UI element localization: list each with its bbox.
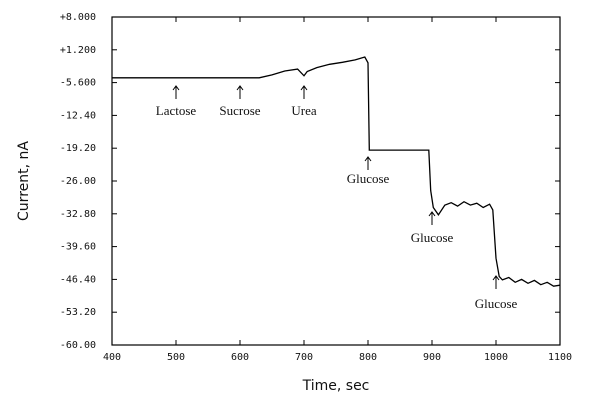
y-tick-label: -32.80 [60, 209, 96, 220]
y-tick-label: -5.600 [60, 78, 96, 89]
annotation: Glucose [347, 171, 390, 186]
y-tick-label: -26.00 [60, 176, 96, 187]
y-tick-label: -39.60 [60, 242, 96, 253]
x-tick-label: 1000 [484, 352, 508, 363]
y-tick-label: +8.000 [60, 12, 96, 23]
annotation-arrow [428, 211, 436, 225]
annotation-arrow [492, 275, 500, 289]
x-tick-label: 900 [423, 352, 441, 363]
annotation: Glucose [475, 296, 518, 311]
annotation-arrow [300, 85, 308, 99]
annotation-arrow [172, 85, 180, 99]
y-tick-label: -53.20 [60, 307, 96, 318]
data-line [112, 56, 561, 287]
annotation: Sucrose [219, 103, 260, 118]
x-tick-label: 600 [231, 352, 249, 363]
y-tick-label: -60.00 [60, 340, 96, 351]
x-axis-title: Time, sec [302, 378, 370, 394]
annotation-arrow [364, 156, 372, 170]
x-tick-label: 500 [167, 352, 185, 363]
annotation: Urea [291, 103, 316, 118]
x-tick-label: 1100 [548, 352, 572, 363]
y-axis-title: Current, nA [16, 141, 32, 221]
x-tick-label: 800 [359, 352, 377, 363]
y-tick-label: -46.40 [60, 274, 96, 285]
annotation: Lactose [156, 103, 197, 118]
y-tick-label: -12.40 [60, 110, 96, 121]
y-tick-label: +1.200 [60, 45, 96, 56]
x-tick-label: 700 [295, 352, 313, 363]
x-tick-label: 400 [103, 352, 121, 363]
annotation-arrow [236, 85, 244, 99]
annotation: Glucose [411, 230, 454, 245]
y-tick-label: -19.20 [60, 143, 96, 154]
